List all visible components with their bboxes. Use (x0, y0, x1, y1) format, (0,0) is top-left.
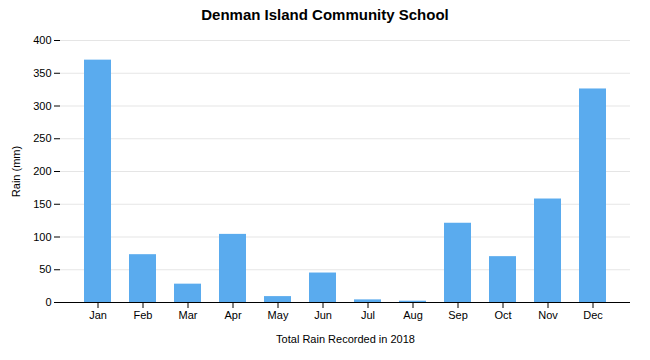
svg-text:Feb: Feb (134, 309, 153, 321)
svg-text:Total Rain Recorded in 2018: Total Rain Recorded in 2018 (276, 333, 415, 345)
svg-text:May: May (268, 309, 289, 321)
svg-text:Jun: Jun (314, 309, 332, 321)
svg-text:Aug: Aug (403, 309, 423, 321)
svg-text:100: 100 (33, 231, 51, 243)
svg-text:250: 250 (33, 132, 51, 144)
svg-text:Jan: Jan (89, 309, 107, 321)
svg-text:50: 50 (39, 263, 51, 275)
svg-text:Mar: Mar (179, 309, 198, 321)
svg-text:400: 400 (33, 34, 51, 46)
svg-text:Sep: Sep (448, 309, 468, 321)
svg-text:Dec: Dec (583, 309, 603, 321)
svg-text:0: 0 (45, 296, 51, 308)
svg-text:350: 350 (33, 67, 51, 79)
svg-text:150: 150 (33, 198, 51, 210)
html-text:Denman Island Community School: Denman Island Community School (201, 6, 449, 23)
svg-text:Oct: Oct (494, 309, 511, 321)
svg-text:Nov: Nov (538, 309, 558, 321)
svg-text:Rain (mm): Rain (mm) (10, 146, 22, 197)
svg-text:Apr: Apr (224, 309, 241, 321)
svg-text:300: 300 (33, 100, 51, 112)
svg-text:Jul: Jul (361, 309, 375, 321)
svg-text:200: 200 (33, 165, 51, 177)
